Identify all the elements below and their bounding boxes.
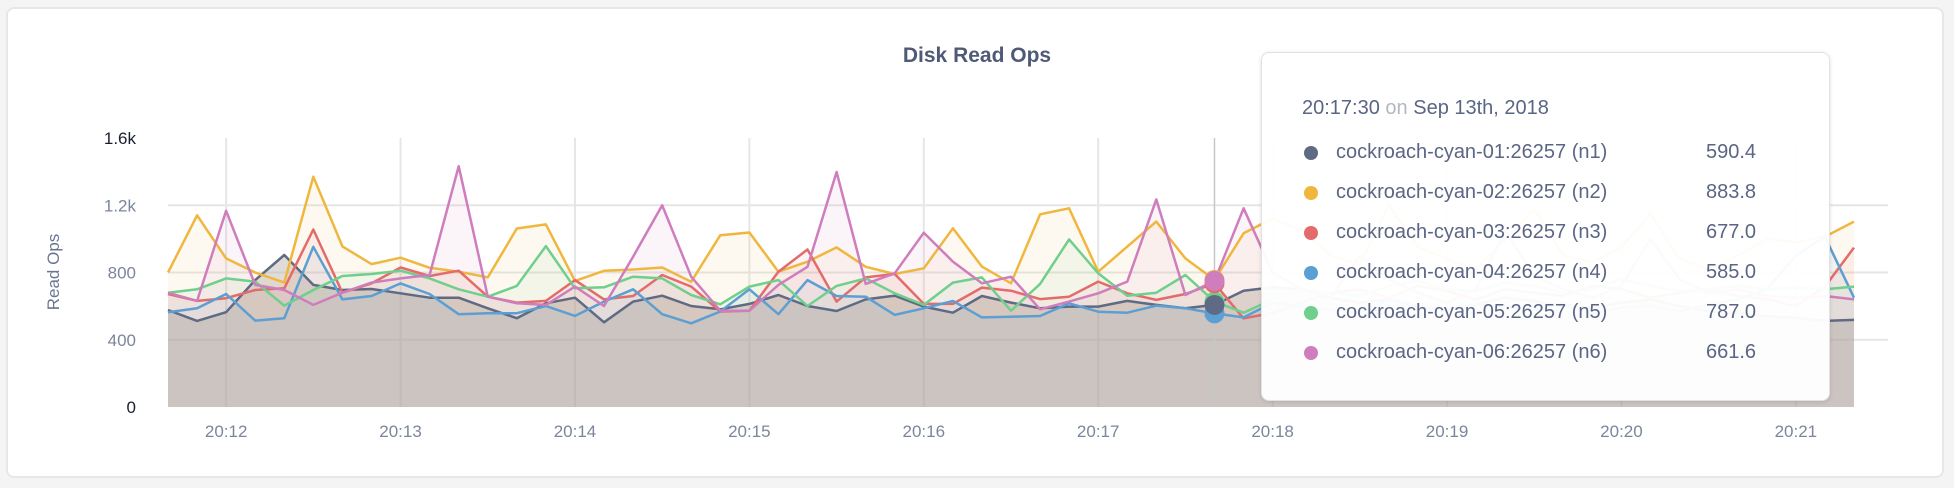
y-tick-label: 0: [127, 398, 136, 417]
tooltip-series-label: cockroach-cyan-02:26257 (n2): [1336, 181, 1608, 203]
hover-dot-n1: [1204, 294, 1225, 315]
tooltip-series-label: cockroach-cyan-05:26257 (n5): [1336, 301, 1608, 323]
series-dot-icon: [1304, 346, 1318, 360]
y-axis-ticks: 0 400 800 1.2k 1.6k: [104, 129, 137, 417]
tooltip-series-value: 585.0: [1706, 261, 1757, 283]
series-dot-icon: [1304, 186, 1318, 200]
tooltip-row: cockroach-cyan-05:26257 (n5) 787.0: [1302, 298, 1802, 328]
x-tick-label: 20:20: [1600, 422, 1643, 441]
x-tick-label: 20:19: [1426, 422, 1469, 441]
tooltip-time: 20:17:30: [1302, 97, 1380, 119]
tooltip-series-label: cockroach-cyan-04:26257 (n4): [1336, 261, 1608, 283]
series-dot-icon: [1304, 306, 1318, 320]
tooltip: 20:17:30 on Sep 13th, 2018 cockroach-cya…: [1261, 52, 1830, 401]
tooltip-row: cockroach-cyan-04:26257 (n4) 585.0: [1302, 258, 1802, 288]
chart-title: Disk Read Ops: [902, 44, 1052, 67]
x-tick-label: 20:16: [903, 422, 946, 441]
x-tick-label: 20:15: [728, 422, 771, 441]
x-tick-label: 20:12: [205, 422, 248, 441]
hover-dot-n6: [1204, 270, 1225, 291]
x-axis-ticks: 20:12 20:13 20:14 20:15 20:16 20:17 20:18 20:19…: [205, 422, 1817, 441]
y-tick-label: 400: [108, 331, 136, 350]
tooltip-series-value: 787.0: [1706, 301, 1757, 323]
tooltip-date: Sep 13th, 2018: [1413, 97, 1549, 119]
tooltip-series-value: 590.4: [1706, 141, 1757, 163]
x-tick-label: 20:18: [1251, 422, 1294, 441]
series-dot-icon: [1304, 226, 1318, 240]
tooltip-series-label: cockroach-cyan-01:26257 (n1): [1336, 141, 1608, 163]
y-tick-label: 1.2k: [104, 196, 137, 215]
tooltip-row: cockroach-cyan-06:26257 (n6) 661.6: [1302, 338, 1802, 368]
tooltip-header: 20:17:30 on Sep 13th, 2018: [1302, 95, 1549, 121]
x-tick-label: 20:21: [1775, 422, 1818, 441]
hover-marker: [1204, 138, 1225, 407]
tooltip-series-label: cockroach-cyan-06:26257 (n6): [1336, 341, 1608, 363]
x-tick-label: 20:17: [1077, 422, 1120, 441]
tooltip-series-value: 883.8: [1706, 181, 1757, 203]
tooltip-series-value: 661.6: [1706, 341, 1757, 363]
y-tick-label: 1.6k: [104, 129, 137, 148]
tooltip-series-value: 677.0: [1706, 221, 1757, 243]
tooltip-row: cockroach-cyan-01:26257 (n1) 590.4: [1302, 138, 1802, 168]
tooltip-row: cockroach-cyan-03:26257 (n3) 677.0: [1302, 218, 1802, 248]
tooltip-on: on: [1385, 97, 1408, 119]
series-dot-icon: [1304, 266, 1318, 280]
y-tick-label: 800: [108, 264, 136, 283]
x-tick-label: 20:14: [554, 422, 597, 441]
series-dot-icon: [1304, 146, 1318, 160]
tooltip-row: cockroach-cyan-02:26257 (n2) 883.8: [1302, 178, 1802, 208]
tooltip-series-label: cockroach-cyan-03:26257 (n3): [1336, 221, 1608, 243]
x-tick-label: 20:13: [379, 422, 422, 441]
